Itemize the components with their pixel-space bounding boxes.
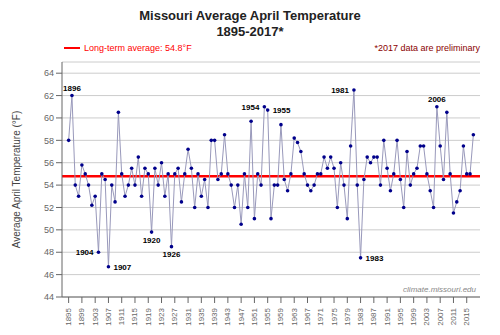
svg-text:1991: 1991 [383, 307, 392, 325]
svg-text:1999: 1999 [409, 307, 418, 325]
svg-text:1919: 1919 [144, 307, 153, 325]
svg-text:1911: 1911 [117, 307, 126, 325]
svg-text:1981: 1981 [331, 86, 349, 95]
svg-text:1926: 1926 [163, 250, 181, 259]
svg-text:1943: 1943 [223, 307, 232, 325]
svg-text:1995: 1995 [396, 307, 405, 325]
svg-text:46: 46 [44, 270, 54, 280]
svg-text:1983: 1983 [366, 254, 384, 263]
svg-text:54: 54 [44, 180, 54, 190]
svg-text:1903: 1903 [91, 307, 100, 325]
svg-text:1904: 1904 [76, 248, 94, 257]
svg-text:2015: 2015 [462, 307, 471, 325]
svg-text:1899: 1899 [77, 307, 86, 325]
svg-text:1895: 1895 [64, 307, 73, 325]
svg-text:62: 62 [44, 91, 54, 101]
svg-text:2011: 2011 [449, 307, 458, 325]
svg-text:1923: 1923 [157, 307, 166, 325]
svg-text:1951: 1951 [250, 307, 259, 325]
html-text:climate.missouri.edu: climate.missouri.edu [403, 285, 476, 294]
svg-text:1963: 1963 [290, 307, 299, 325]
svg-text:1955: 1955 [273, 106, 291, 115]
svg-text:1971: 1971 [316, 307, 325, 325]
svg-text:48: 48 [44, 247, 54, 257]
svg-text:44: 44 [44, 292, 54, 302]
svg-text:1947: 1947 [237, 307, 246, 325]
svg-text:2006: 2006 [428, 95, 446, 104]
svg-text:1979: 1979 [343, 307, 352, 325]
svg-text:1896: 1896 [63, 84, 81, 93]
svg-text:1983: 1983 [356, 307, 365, 325]
svg-text:1939: 1939 [210, 307, 219, 325]
html-text:1895-2017*: 1895-2017* [216, 24, 284, 39]
svg-text:1955: 1955 [263, 307, 272, 325]
svg-text:60: 60 [44, 113, 54, 123]
html-text:Missouri Average April Tempera: Missouri Average April Temperature [139, 8, 361, 23]
svg-text:50: 50 [44, 225, 54, 235]
svg-text:64: 64 [44, 68, 54, 78]
svg-text:1935: 1935 [197, 307, 206, 325]
svg-text:1927: 1927 [170, 307, 179, 325]
svg-text:2007: 2007 [436, 307, 445, 325]
svg-text:52: 52 [44, 203, 54, 213]
svg-text:1959: 1959 [276, 307, 285, 325]
svg-text:1907: 1907 [104, 307, 113, 325]
svg-text:1954: 1954 [242, 103, 260, 112]
svg-text:1967: 1967 [303, 307, 312, 325]
svg-text:Average April Temperature (°F): Average April Temperature (°F) [11, 111, 22, 249]
svg-text:1915: 1915 [130, 307, 139, 325]
html-text:Long-term average: 54.8°F: Long-term average: 54.8°F [84, 43, 192, 53]
svg-text:1931: 1931 [184, 307, 193, 325]
svg-text:1987: 1987 [369, 307, 378, 325]
svg-text:1975: 1975 [330, 307, 339, 325]
svg-text:58: 58 [44, 136, 54, 146]
svg-text:1907: 1907 [113, 263, 131, 272]
svg-text:2003: 2003 [422, 307, 431, 325]
html-text:*2017 data are preliminary: *2017 data are preliminary [374, 43, 480, 53]
svg-text:1920: 1920 [143, 236, 161, 245]
svg-text:56: 56 [44, 158, 54, 168]
